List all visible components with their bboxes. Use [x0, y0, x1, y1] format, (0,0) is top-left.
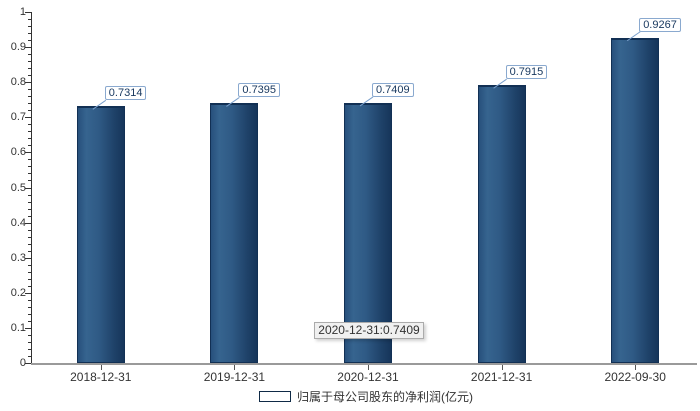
y-minor-tick — [28, 103, 31, 105]
y-minor-tick — [28, 264, 31, 266]
y-minor-tick — [28, 131, 31, 133]
y-minor-tick — [28, 68, 31, 70]
y-axis-tick-label: 0.5 — [10, 181, 26, 194]
y-axis-tick-label: 0.6 — [10, 146, 26, 159]
bar[interactable] — [611, 37, 660, 363]
y-major-tick — [25, 47, 31, 49]
y-minor-tick — [28, 26, 31, 28]
y-minor-tick — [28, 96, 31, 98]
y-minor-tick — [28, 334, 31, 336]
y-minor-tick — [28, 124, 31, 126]
y-minor-tick — [28, 89, 31, 91]
y-major-tick — [25, 117, 31, 119]
value-label: 0.9267 — [639, 17, 681, 32]
y-minor-tick — [28, 40, 31, 42]
y-axis-tick-label: 0.9 — [10, 41, 26, 54]
y-minor-tick — [28, 159, 31, 161]
x-tick — [501, 365, 503, 370]
y-minor-tick — [28, 285, 31, 287]
y-minor-tick — [28, 250, 31, 252]
y-major-tick — [25, 82, 31, 84]
y-minor-tick — [28, 75, 31, 77]
y-minor-tick — [28, 306, 31, 308]
y-minor-tick — [28, 229, 31, 231]
bar[interactable] — [76, 106, 125, 363]
y-minor-tick — [28, 341, 31, 343]
y-major-tick — [25, 257, 31, 259]
tooltip: 2020-12-31:0.7409 — [314, 322, 424, 339]
bar[interactable] — [344, 102, 392, 363]
x-tick — [368, 365, 369, 370]
bar[interactable] — [210, 103, 259, 363]
y-minor-tick — [28, 348, 31, 350]
y-minor-tick — [28, 173, 31, 175]
y-minor-tick — [28, 236, 31, 238]
x-tick — [234, 365, 236, 370]
x-axis-line — [31, 363, 697, 365]
value-label: 0.7395 — [238, 83, 281, 98]
y-major-tick — [25, 152, 31, 154]
value-label: 0.7915 — [505, 65, 548, 80]
y-minor-tick — [28, 138, 31, 140]
y-minor-tick — [28, 271, 31, 273]
x-tick — [635, 365, 637, 370]
x-axis-tick-label: 2021-12-31 — [470, 370, 533, 384]
y-axis-tick-label: 0.2 — [10, 286, 26, 299]
x-tick — [100, 365, 102, 370]
y-axis-tick-label: 0.7 — [10, 111, 26, 124]
legend[interactable]: 归属于母公司股东的净利润(亿元) — [0, 388, 700, 405]
x-axis-tick-label: 2022-09-30 — [604, 370, 666, 384]
y-minor-tick — [28, 54, 31, 56]
y-axis-tick-label: 0 — [19, 357, 26, 369]
y-minor-tick — [28, 299, 31, 301]
y-major-tick — [25, 363, 31, 364]
y-axis-tick-label: 0.8 — [10, 76, 26, 89]
y-minor-tick — [28, 243, 31, 245]
y-minor-tick — [28, 180, 31, 182]
legend-label: 归属于母公司股东的净利润(亿元) — [297, 390, 473, 404]
y-minor-tick — [28, 166, 31, 168]
y-major-tick — [25, 222, 31, 224]
y-axis-line — [31, 12, 32, 365]
y-axis-tick-label: 1 — [19, 6, 26, 18]
y-minor-tick — [28, 19, 31, 21]
y-major-tick — [25, 187, 31, 189]
y-minor-tick — [28, 355, 31, 357]
y-minor-tick — [28, 313, 31, 315]
y-minor-tick — [28, 320, 31, 322]
y-minor-tick — [28, 208, 31, 210]
y-axis-tick-label: 0.1 — [10, 321, 26, 334]
x-axis-tick-label: 2019-12-31 — [203, 370, 266, 384]
x-axis-tick-label: 2018-12-31 — [70, 370, 132, 384]
y-minor-tick — [28, 278, 31, 280]
y-major-tick — [25, 292, 31, 294]
value-label: 0.7409 — [372, 82, 414, 97]
y-minor-tick — [28, 201, 31, 203]
bar[interactable] — [477, 85, 526, 363]
y-major-tick — [25, 12, 31, 13]
value-label: 0.7314 — [104, 86, 147, 101]
y-axis-tick-label: 0.3 — [10, 251, 26, 264]
legend-swatch-icon — [259, 391, 291, 402]
y-minor-tick — [28, 110, 31, 112]
x-axis-tick-label: 2020-12-31 — [337, 370, 399, 384]
y-minor-tick — [28, 33, 31, 35]
y-minor-tick — [28, 194, 31, 196]
y-axis-tick-label: 0.4 — [10, 216, 26, 229]
y-minor-tick — [28, 61, 31, 63]
y-minor-tick — [28, 215, 31, 217]
y-major-tick — [25, 327, 31, 329]
y-minor-tick — [28, 145, 31, 147]
